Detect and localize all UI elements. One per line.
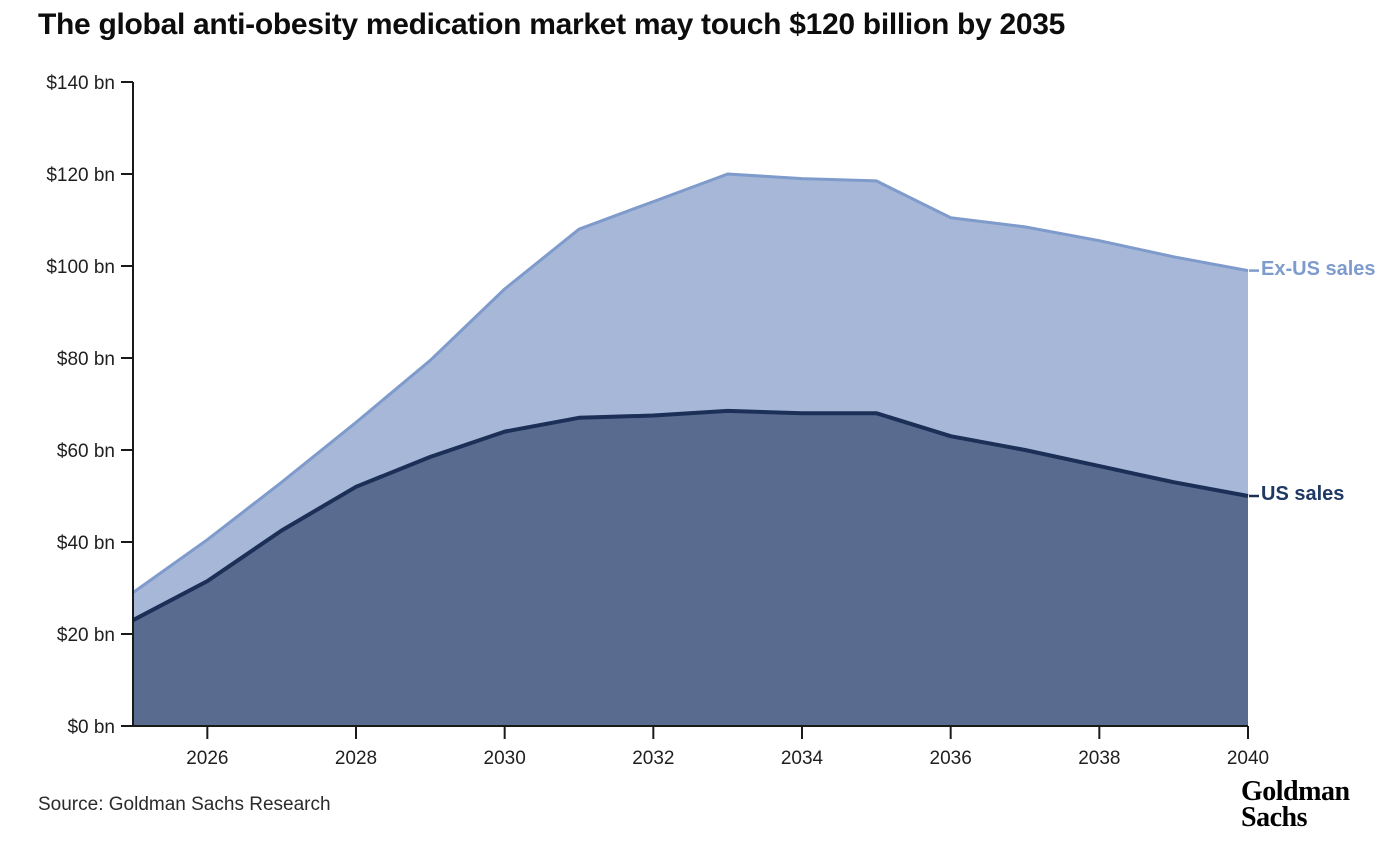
y-axis-tick-label: $140 bn	[46, 73, 115, 94]
series-label-ex-us-sales: Ex-US sales	[1261, 257, 1376, 280]
goldman-sachs-logo: Goldman Sachs	[1241, 776, 1350, 833]
us-sales-line	[132, 408, 1249, 622]
series-label-us-sales: US sales	[1261, 483, 1345, 505]
y-axis-tick-label: $80 bn	[57, 349, 115, 370]
chart-title: The global anti-obesity medication marke…	[38, 8, 1066, 41]
y-axis-tick-label: $40 bn	[57, 533, 115, 554]
x-axis-tick-label: 2040	[1227, 748, 1269, 769]
logo-line-1: Goldman	[1241, 776, 1350, 807]
us-sales-area	[133, 410, 1248, 726]
stacked-area-plot: $0 bn $20 bn $40 bn $60 bn $80 bn $100 bn $120…	[46, 73, 1269, 769]
source-note: Source: Goldman Sachs Research	[38, 794, 331, 815]
x-axis-tick-label: 2038	[1078, 748, 1120, 769]
y-axis-tick-label: $0 bn	[67, 717, 115, 738]
y-axis-tick-label: $60 bn	[57, 441, 115, 462]
y-axis-tick-label: $100 bn	[46, 257, 115, 278]
ex-us-sales-line	[132, 172, 1249, 594]
y-axis-tick-label: $120 bn	[46, 165, 115, 186]
x-axis-tick-label: 2032	[632, 748, 674, 769]
x-axis-tick-label: 2026	[186, 748, 228, 769]
logo-line-2: Sachs	[1241, 802, 1307, 833]
x-axis-tick-label: 2034	[781, 748, 824, 769]
x-axis-tick-label: 2028	[335, 748, 377, 769]
y-axis-tick-label: $20 bn	[57, 625, 115, 646]
x-axis-tick-label: 2036	[930, 748, 972, 769]
x-axis-tick-label: 2030	[484, 748, 526, 769]
